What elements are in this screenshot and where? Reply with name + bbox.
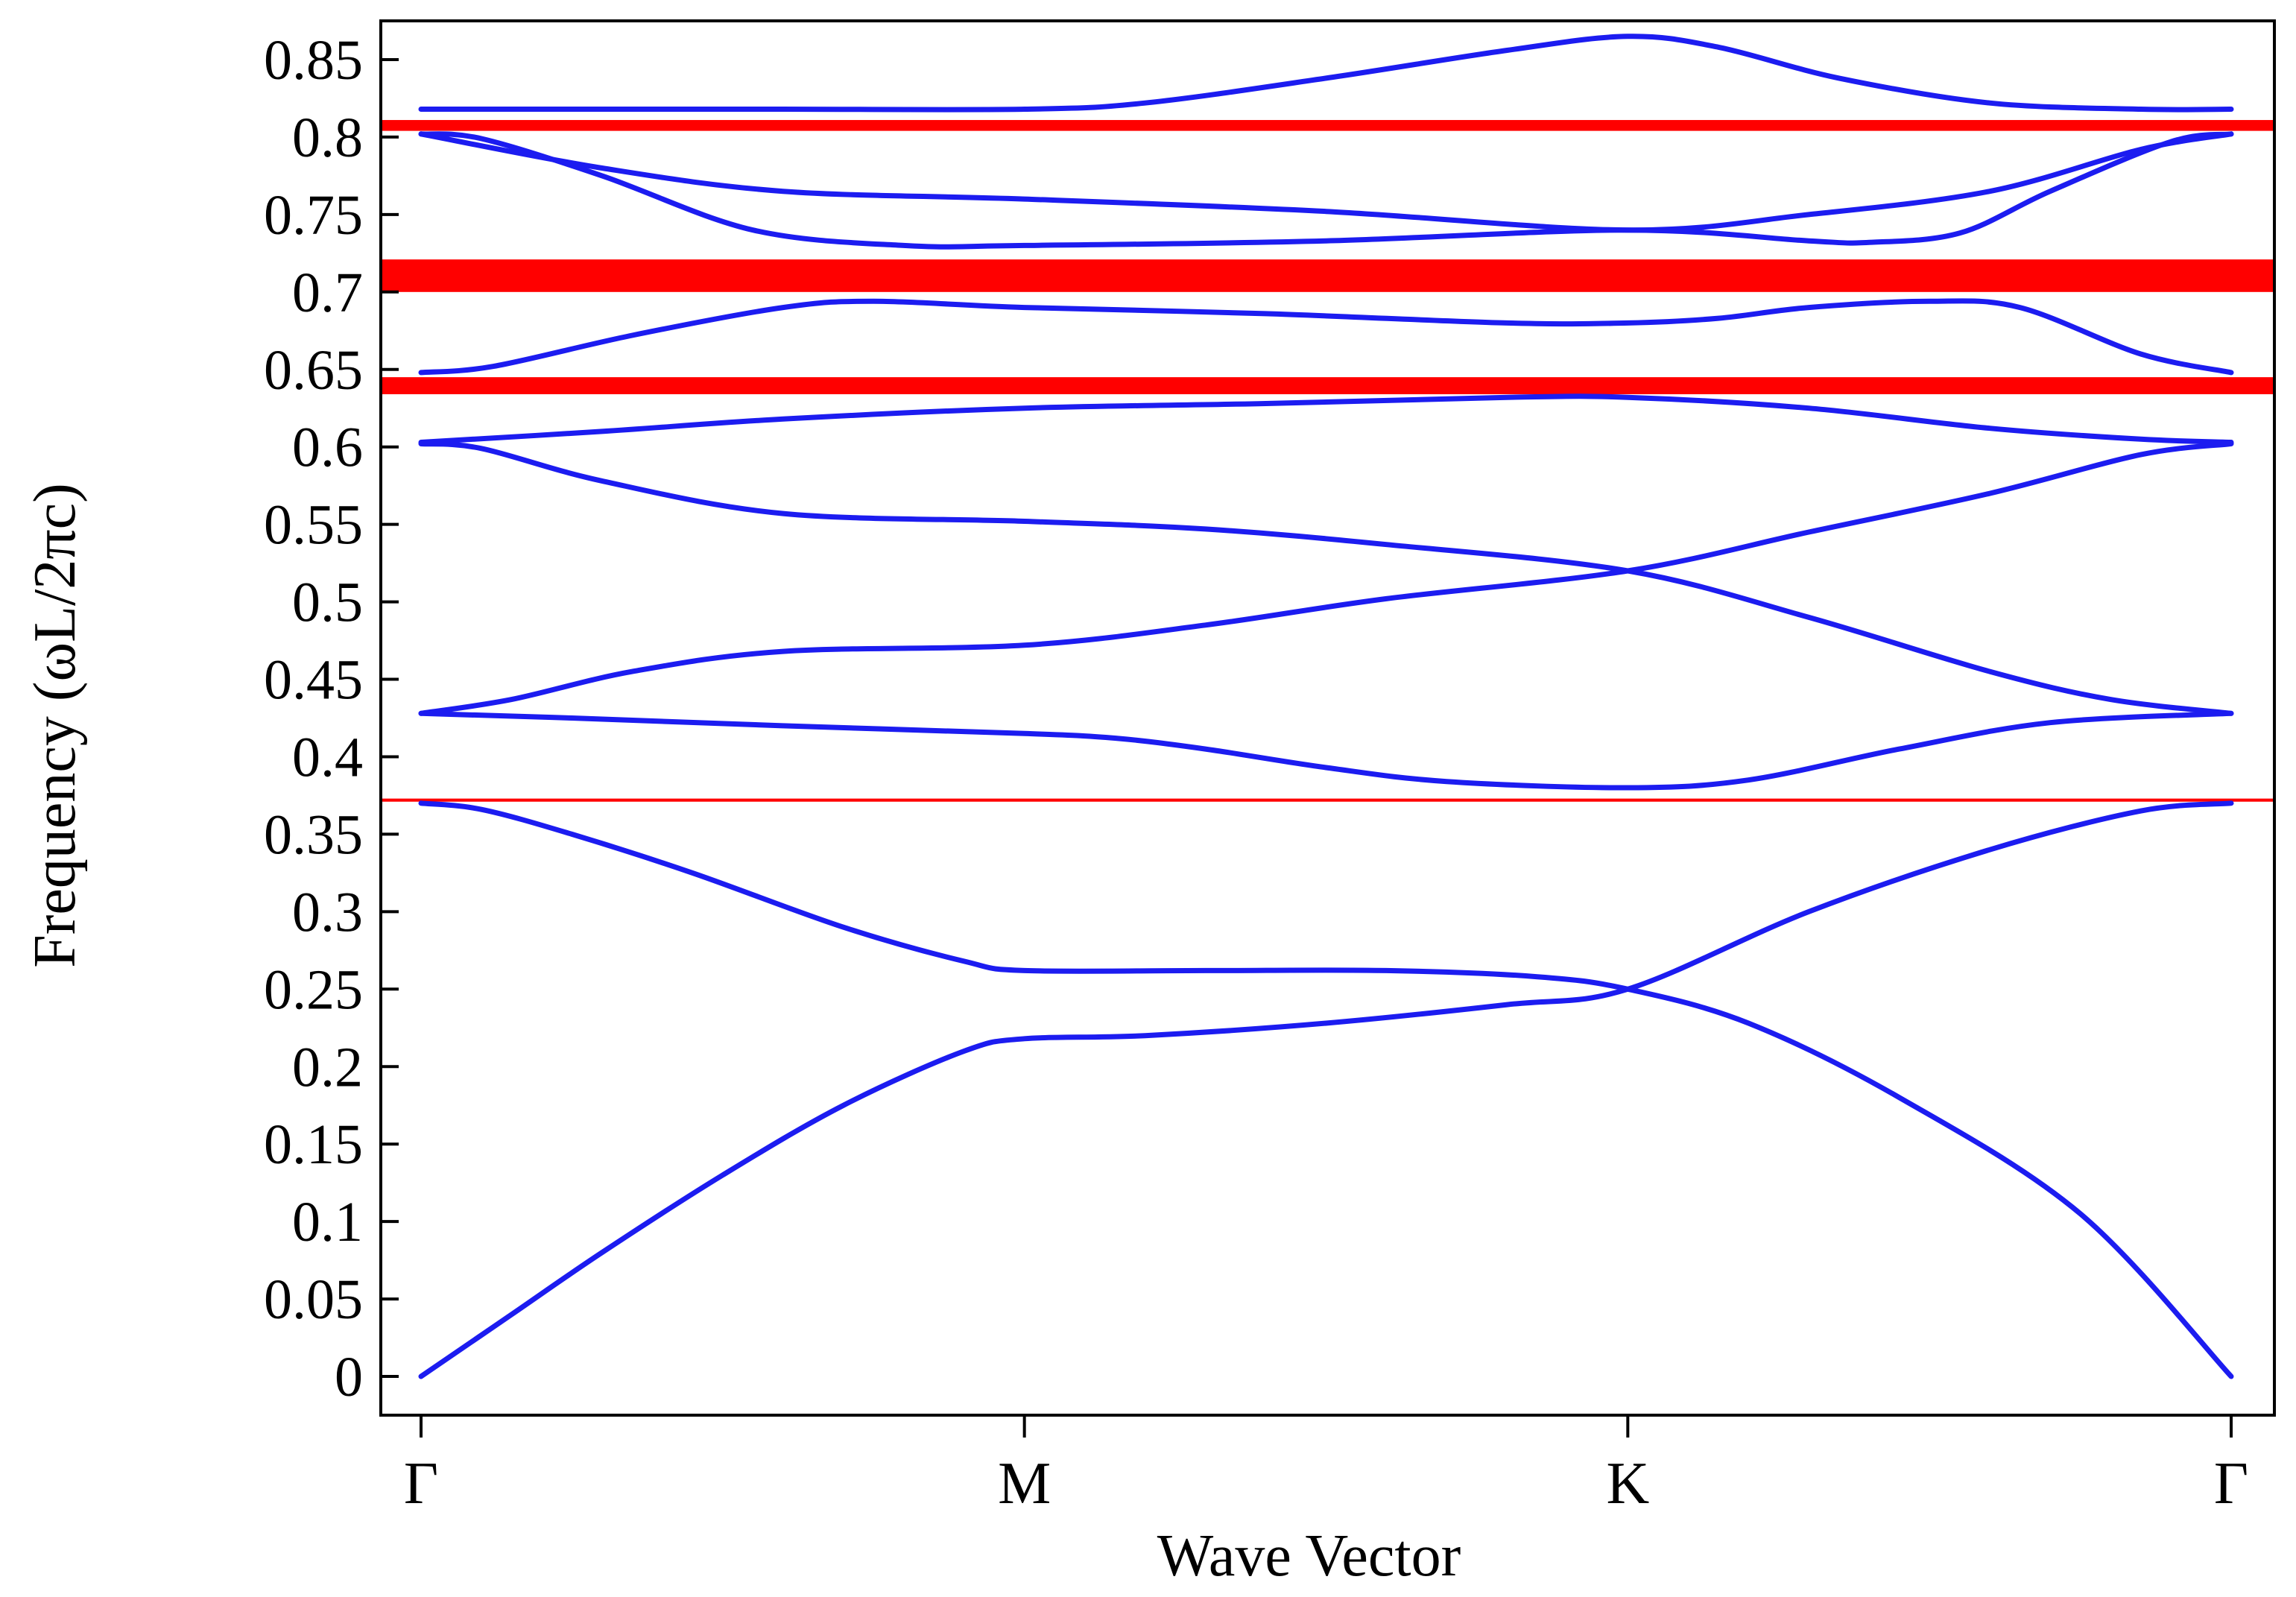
y-tick-label: 0.6 [292, 417, 363, 479]
band-lines [418, 34, 2234, 1379]
series-band-1 [418, 800, 2234, 1379]
x-tick-label: Γ [2214, 1451, 2248, 1517]
y-tick-label: 0.3 [292, 881, 363, 943]
y-tick-label: 0.2 [292, 1036, 363, 1098]
y-tick-label: 0.8 [292, 107, 363, 169]
band-gap-2 [381, 377, 2274, 395]
y-tick-label: 0.1 [292, 1191, 363, 1253]
series-band-3 [418, 710, 2234, 791]
series-band-7 [418, 298, 2234, 376]
y-tick-label: 0.7 [292, 262, 363, 324]
y-tick-label: 0.15 [264, 1113, 363, 1176]
y-tick-label: 0 [335, 1346, 363, 1408]
series-band-10 [418, 34, 2234, 113]
y-tick-label: 0.55 [264, 494, 363, 557]
y-tick-label: 0.85 [264, 29, 363, 92]
band-gap-3 [381, 259, 2274, 292]
x-tick-label: M [998, 1451, 1051, 1517]
y-tick-label: 0.45 [264, 649, 363, 712]
y-tick-label: 0.65 [264, 339, 363, 402]
plot-frame [379, 19, 2276, 1417]
series-band-9 [418, 131, 2234, 233]
y-tick-label: 0.75 [264, 184, 363, 247]
y-axis-ticks: 0 0.05 0.1 0.15 0.2 0.25 0.3 0.35 0.4 0.45 0.5 0.55… [264, 29, 399, 1408]
y-tick-label: 0.4 [292, 726, 363, 788]
y-tick-label: 0.05 [264, 1268, 363, 1331]
y-axis-title: Frequency (ωL/2πc) [22, 483, 88, 968]
x-tick-label: Γ [404, 1451, 438, 1517]
series-band-6 [418, 393, 2234, 445]
series-band-2 [418, 800, 2234, 1379]
y-tick-label: 0.35 [264, 803, 363, 866]
band-gap-1 [381, 798, 2274, 802]
x-tick-label: K [1606, 1451, 1649, 1517]
band-gap-4 [381, 120, 2274, 131]
y-tick-label: 0.25 [264, 958, 363, 1021]
series-band-4 [418, 441, 2234, 716]
band-gaps [381, 120, 2274, 802]
series-band-8 [418, 131, 2234, 250]
y-tick-label: 0.5 [292, 572, 363, 634]
x-axis-title: Wave Vector [1157, 1523, 1461, 1589]
series-band-5 [418, 441, 2234, 716]
